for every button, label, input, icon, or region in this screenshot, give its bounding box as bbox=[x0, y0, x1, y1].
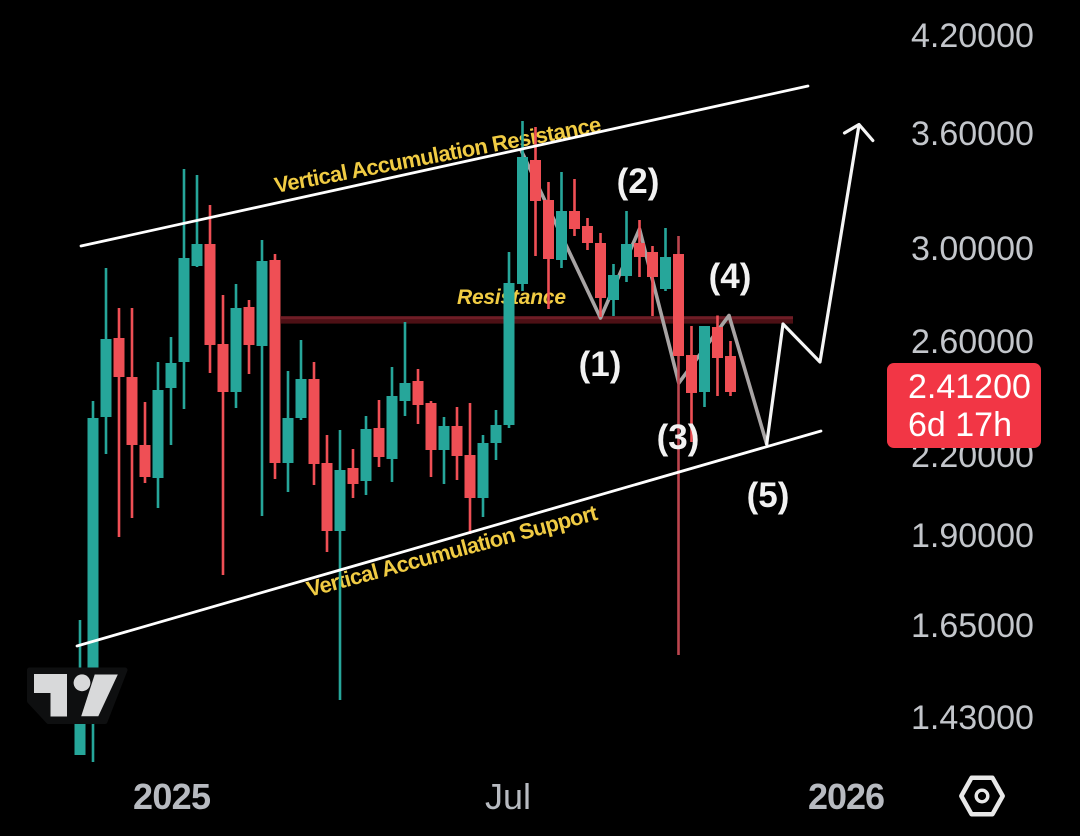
svg-text:1.43000: 1.43000 bbox=[911, 699, 1034, 737]
svg-text:1.90000: 1.90000 bbox=[911, 517, 1034, 555]
svg-text:Jul: Jul bbox=[485, 776, 531, 817]
svg-text:2026: 2026 bbox=[808, 776, 885, 817]
svg-text:2025: 2025 bbox=[133, 776, 211, 817]
svg-text:(5): (5) bbox=[747, 476, 790, 515]
svg-text:(1): (1) bbox=[579, 345, 622, 384]
svg-text:6d 17h: 6d 17h bbox=[908, 406, 1012, 444]
svg-text:(3): (3) bbox=[657, 418, 700, 457]
svg-text:(2): (2) bbox=[617, 162, 660, 201]
svg-text:2.60000: 2.60000 bbox=[911, 323, 1034, 361]
svg-text:4.20000: 4.20000 bbox=[911, 17, 1034, 55]
svg-text:(4): (4) bbox=[709, 257, 752, 296]
svg-text:3.00000: 3.00000 bbox=[911, 230, 1034, 268]
svg-text:1.65000: 1.65000 bbox=[911, 607, 1034, 645]
svg-text:2.41200: 2.41200 bbox=[908, 368, 1031, 406]
svg-text:3.60000: 3.60000 bbox=[911, 115, 1034, 153]
